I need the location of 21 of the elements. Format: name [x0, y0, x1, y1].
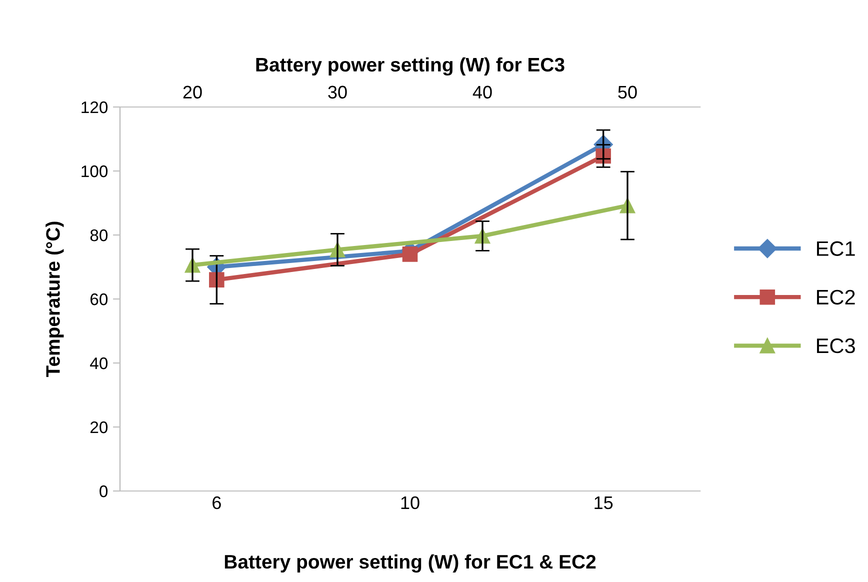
- y-tick-label: 0: [100, 485, 108, 498]
- y-tick-label: 20: [90, 421, 108, 434]
- y-tick-label: 40: [90, 357, 108, 370]
- x2-tick-label: 30: [328, 86, 347, 99]
- x2-axis-title: Battery power setting (W) for EC3: [256, 57, 564, 76]
- y-axis-title: Temperature (°C): [46, 222, 64, 378]
- x-tick-label: 10: [401, 496, 420, 510]
- x2-tick-label: 40: [472, 86, 492, 99]
- x-tick-label: 15: [594, 496, 613, 510]
- x2-tick-label: 20: [183, 86, 202, 99]
- y-tick-label: 100: [82, 165, 108, 178]
- x2-tick-label: 50: [618, 86, 637, 99]
- y-tick-label: 60: [90, 293, 108, 306]
- x-tick-label: 6: [212, 496, 221, 510]
- x-axis-title: Battery power setting (W) for EC1 & EC2: [224, 554, 596, 573]
- legend-label: EC3: [817, 338, 855, 354]
- legend-label: EC1: [817, 241, 855, 256]
- y-tick-label: 120: [82, 101, 108, 114]
- point: [402, 246, 418, 262]
- y-tick-label: 80: [90, 229, 108, 242]
- legend-label: EC2: [817, 290, 855, 305]
